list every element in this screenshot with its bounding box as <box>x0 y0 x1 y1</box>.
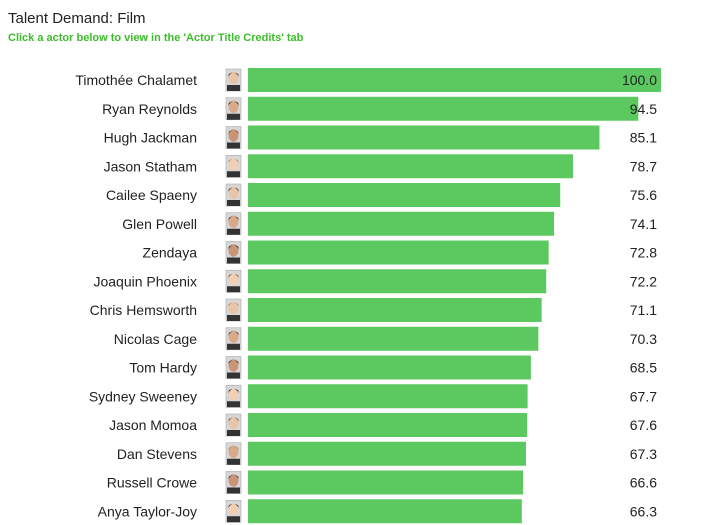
actor-photo-icon[interactable] <box>225 183 242 207</box>
bar[interactable] <box>248 413 528 437</box>
value-label: 94.5 <box>630 101 657 117</box>
bar[interactable] <box>248 183 561 207</box>
actor-photo-icon[interactable] <box>225 269 242 293</box>
actor-photo-icon[interactable] <box>225 384 242 408</box>
actor-photo-icon[interactable] <box>225 97 242 121</box>
actor-photo-icon[interactable] <box>225 241 242 264</box>
bar[interactable] <box>248 326 539 351</box>
value-label: 71.1 <box>630 302 657 318</box>
value-label: 72.2 <box>630 273 657 289</box>
actor-photo-icon[interactable] <box>225 68 242 92</box>
bar[interactable] <box>248 470 524 495</box>
value-label: 67.7 <box>630 388 657 404</box>
bar[interactable] <box>248 240 549 265</box>
actor-name-label[interactable]: Cailee Spaeny <box>106 187 197 203</box>
value-label: 85.1 <box>630 130 657 146</box>
actor-photo-icon[interactable] <box>225 212 242 236</box>
actor-photo-icon[interactable] <box>225 499 242 523</box>
actor-photo-icon[interactable] <box>225 442 242 466</box>
actor-photo-icon[interactable] <box>225 471 242 494</box>
actor-name-label[interactable]: Joaquin Phoenix <box>93 273 197 289</box>
bar[interactable] <box>248 384 528 409</box>
value-label: 72.8 <box>630 245 657 261</box>
actor-name-label[interactable]: Jason Statham <box>104 158 197 174</box>
value-label: 78.7 <box>630 158 657 174</box>
value-label: 66.6 <box>630 475 657 491</box>
actor-photo-icon[interactable] <box>225 356 242 379</box>
value-label: 67.6 <box>630 417 657 433</box>
actor-name-label[interactable]: Nicolas Cage <box>114 331 197 347</box>
bar[interactable] <box>248 68 661 92</box>
value-label: 66.3 <box>630 503 657 519</box>
bar[interactable] <box>248 269 547 294</box>
actor-name-label[interactable]: Zendaya <box>143 245 198 261</box>
value-label: 75.6 <box>630 187 657 203</box>
actor-name-label[interactable]: Jason Momoa <box>109 417 197 433</box>
actor-name-label[interactable]: Ryan Reynolds <box>102 101 197 117</box>
value-label: 67.3 <box>630 446 657 462</box>
actor-name-label[interactable]: Dan Stevens <box>117 446 197 462</box>
value-label: 100.0 <box>622 72 657 88</box>
bar[interactable] <box>248 441 526 466</box>
value-label: 74.1 <box>630 216 657 232</box>
actor-name-label[interactable]: Sydney Sweeney <box>89 388 197 404</box>
actor-photo-icon[interactable] <box>225 126 242 149</box>
bar[interactable] <box>248 499 522 524</box>
actor-name-label[interactable]: Timothée Chalamet <box>75 72 197 88</box>
value-label: 68.5 <box>630 360 657 376</box>
actor-photo-icon[interactable] <box>225 298 242 322</box>
bar[interactable] <box>248 211 555 236</box>
chart-instruction: Click a actor below to view in the 'Acto… <box>8 32 304 44</box>
actor-name-label[interactable]: Anya Taylor-Joy <box>98 503 197 519</box>
bar[interactable] <box>248 355 531 380</box>
bar[interactable] <box>248 154 574 179</box>
bar[interactable] <box>248 96 639 121</box>
actor-photo-icon[interactable] <box>225 413 242 437</box>
bar[interactable] <box>248 125 600 150</box>
actor-name-label[interactable]: Hugh Jackman <box>104 130 197 146</box>
actor-photo-icon[interactable] <box>225 154 242 178</box>
value-label: 70.3 <box>630 331 657 347</box>
actor-name-label[interactable]: Glen Powell <box>122 216 197 232</box>
actor-name-label[interactable]: Tom Hardy <box>129 360 197 376</box>
actor-name-label[interactable]: Chris Hemsworth <box>90 302 197 318</box>
actor-name-label[interactable]: Russell Crowe <box>107 475 197 491</box>
chart-title: Talent Demand: Film <box>8 10 146 27</box>
actor-photo-icon[interactable] <box>225 327 242 351</box>
bar[interactable] <box>248 298 542 322</box>
